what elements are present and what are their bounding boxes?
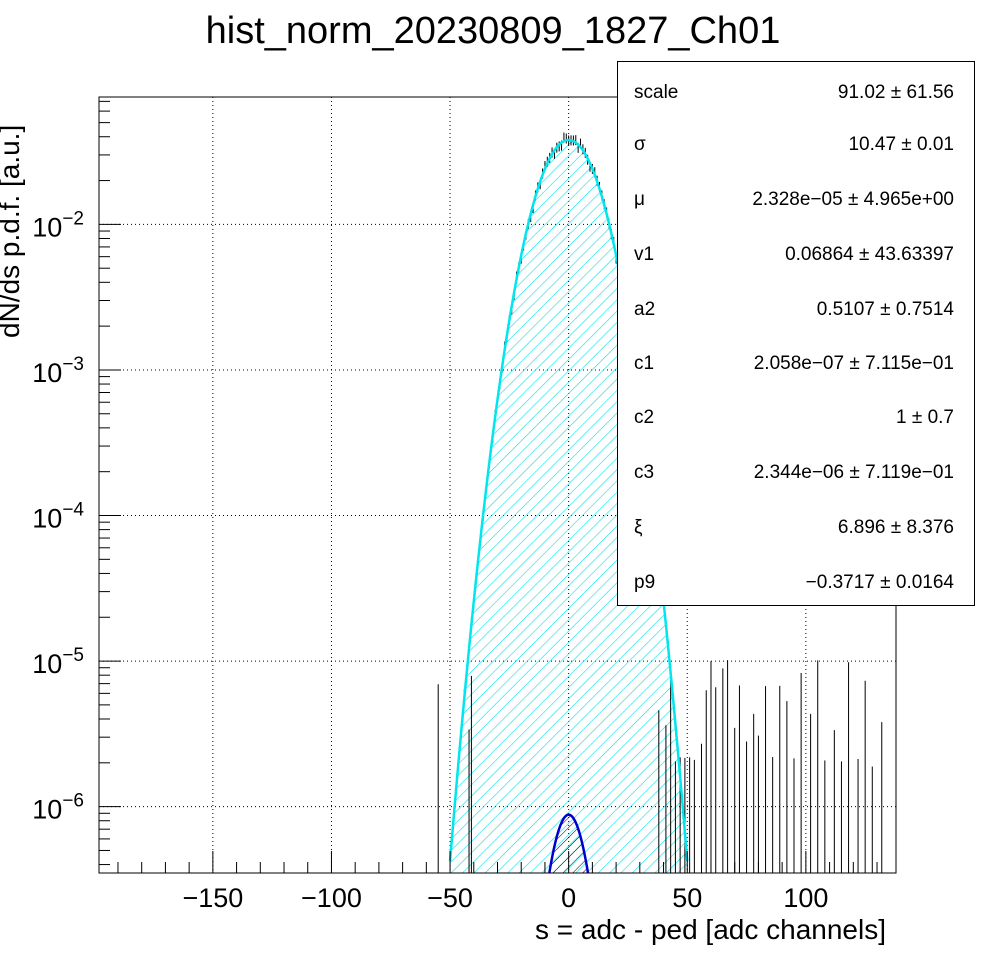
x-tick-label: 100: [783, 883, 828, 913]
stat-value: −0.3717 ± 0.0164: [805, 572, 954, 593]
stat-row: c3 2.344e−06 ± 7.119e−01: [618, 462, 974, 492]
stat-name: c1: [634, 353, 655, 374]
y-tick-label: 10−3: [32, 354, 84, 388]
y-tick-label: 10−4: [32, 500, 84, 534]
stat-value: 1 ± 0.7: [896, 407, 954, 428]
fit-stats-box: scale 91.02 ± 61.56 σ 10.47 ± 0.01 μ 2.328e−0…: [617, 61, 975, 606]
stat-value: 0.5107 ± 0.7514: [816, 299, 954, 320]
axes-layer: −150 −100 −50 0 50 100 10−2 10−3 10−4 10−5 10−6: [32, 100, 878, 913]
stat-row: v1 0.06864 ± 43.63397: [618, 244, 974, 274]
stat-row: c2 1 ± 0.7: [618, 407, 974, 437]
stat-name: μ: [634, 189, 645, 210]
stat-value: 2.328e−05 ± 4.965e+00: [752, 189, 954, 210]
stat-value: 10.47 ± 0.01: [848, 134, 954, 155]
x-tick-label: 50: [672, 883, 702, 913]
y-axis-label: dN/ds p.d.f. [a.u.]: [0, 125, 25, 338]
stat-name: scale: [634, 82, 679, 103]
stat-value: 2.344e−06 ± 7.119e−01: [753, 462, 954, 483]
stat-row: scale 91.02 ± 61.56: [618, 82, 974, 112]
stat-name: ξ: [634, 517, 643, 538]
x-axis-label: s = adc - ped [adc channels]: [535, 914, 886, 945]
stat-value: 6.896 ± 8.376: [837, 517, 954, 538]
stat-row: c1 2.058e−07 ± 7.115e−01: [618, 353, 974, 383]
x-tick-label: −150: [182, 883, 243, 913]
stat-row: p9 −0.3717 ± 0.0164: [618, 572, 974, 602]
stat-name: v1: [634, 244, 655, 265]
stat-name: c2: [634, 407, 655, 428]
stat-row: ξ 6.896 ± 8.376: [618, 517, 974, 547]
x-tick-label: −100: [301, 883, 362, 913]
stat-value: 91.02 ± 61.56: [837, 82, 954, 103]
stat-name: σ: [634, 134, 646, 155]
y-tick-label: 10−2: [32, 208, 84, 242]
y-tick-label: 10−6: [32, 791, 84, 825]
x-tick-label: 0: [561, 883, 576, 913]
stat-row: σ 10.47 ± 0.01: [618, 134, 974, 164]
stat-row: μ 2.328e−05 ± 4.965e+00: [618, 189, 974, 219]
stat-name: a2: [634, 299, 656, 320]
signal-curve: [548, 813, 590, 873]
x-tick-label: −50: [427, 883, 473, 913]
stat-row: a2 0.5107 ± 0.7514: [618, 299, 974, 329]
stat-name: p9: [634, 572, 656, 593]
chart-title: hist_norm_20230809_1827_Ch01: [205, 10, 781, 52]
stat-value: 0.06864 ± 43.63397: [785, 244, 954, 265]
y-tick-label: 10−5: [32, 645, 84, 679]
stat-name: c3: [634, 462, 655, 483]
stat-value: 2.058e−07 ± 7.115e−01: [753, 353, 954, 374]
